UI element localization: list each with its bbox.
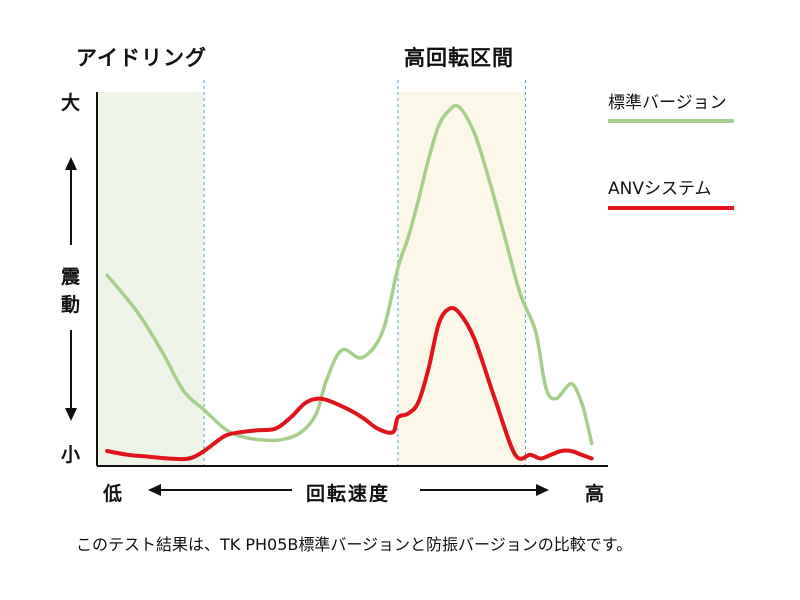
regions-layer (97, 80, 526, 466)
x-arrow-right-head (536, 484, 549, 496)
caption-text: このテスト結果は、TK PH05B標準バージョンと防振バージョンの比較です。 (76, 535, 633, 554)
x-low-label: 低 (103, 483, 123, 505)
y-arrow-down-head (65, 408, 77, 421)
y-axis-word-char-2: 動 (61, 294, 81, 316)
x-high-label: 高 (585, 483, 605, 505)
region-band-1 (397, 92, 526, 466)
region-band-0 (97, 92, 205, 466)
series-line-anv (105, 305, 594, 462)
series-layer (105, 103, 594, 462)
y-high-label: 大 (61, 92, 81, 114)
legend-label-standard: 標準バージョン (608, 93, 727, 113)
legend-label-anv: ANVシステム (608, 179, 712, 199)
series-line-standard (105, 103, 594, 446)
region-label-high-rpm: 高回転区間 (404, 46, 514, 70)
y-axis-word-char-1: 震 (61, 266, 81, 288)
y-low-label: 小 (61, 444, 81, 466)
legend-layer (608, 119, 734, 210)
x-arrow-left-head (148, 484, 161, 496)
x-axis-title: 回転速度 (306, 483, 391, 505)
axes-layer (65, 92, 608, 496)
y-arrow-up-head (65, 157, 77, 170)
region-label-idling: アイドリング (76, 46, 207, 70)
